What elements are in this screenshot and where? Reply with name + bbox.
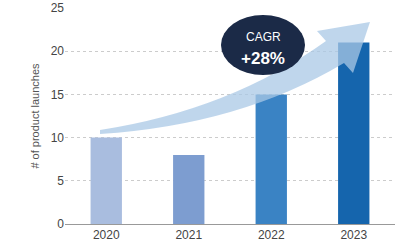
svg-text:15: 15 <box>51 88 65 102</box>
svg-text:+28%: +28% <box>241 49 285 68</box>
svg-text:25: 25 <box>51 1 65 15</box>
svg-text:0: 0 <box>57 217 64 231</box>
svg-text:2022: 2022 <box>258 228 285 242</box>
svg-text:10: 10 <box>51 131 65 145</box>
svg-text:2021: 2021 <box>175 228 202 242</box>
svg-text:2023: 2023 <box>340 228 367 242</box>
svg-text:20: 20 <box>51 44 65 58</box>
svg-text:# of product launches: # of product launches <box>29 63 41 169</box>
svg-text:5: 5 <box>57 174 64 188</box>
svg-text:CAGR: CAGR <box>246 30 281 44</box>
svg-text:2020: 2020 <box>93 228 120 242</box>
